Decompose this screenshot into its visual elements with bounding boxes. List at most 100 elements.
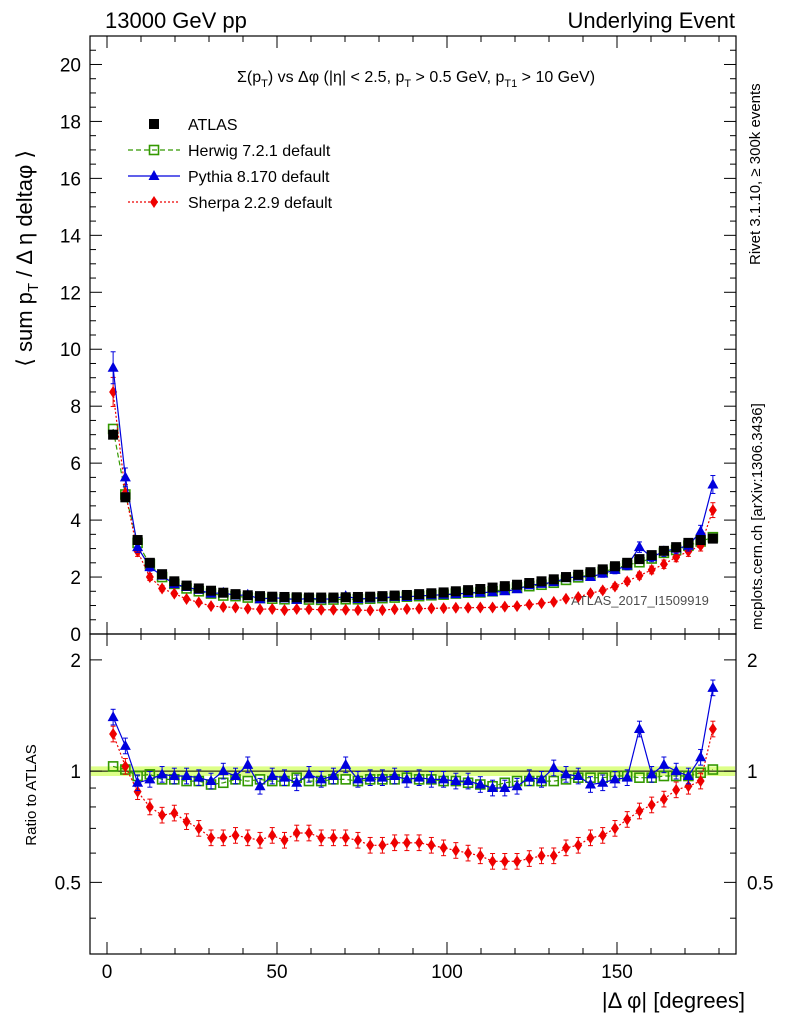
ratio-point-sherpa-2-2-9-default xyxy=(659,793,668,806)
main-point-atlas xyxy=(193,583,204,594)
ratio-y-axis-label: Ratio to ATLAS xyxy=(23,744,40,845)
main-point-atlas xyxy=(499,581,510,592)
ratio-point-sherpa-2-2-9-default xyxy=(464,847,473,860)
ratio-point-pythia-8-170-default xyxy=(132,776,144,787)
main-point-pythia-8-170-default xyxy=(695,525,707,536)
ratio-point-pythia-8-170-default xyxy=(254,780,266,791)
ratio-point-sherpa-2-2-9-default xyxy=(243,831,252,844)
legend-label: ATLAS xyxy=(188,117,238,134)
ratio-point-pythia-8-170-default xyxy=(487,782,499,793)
ratio-point-pythia-8-170-default xyxy=(462,775,474,786)
main-point-atlas xyxy=(634,554,645,565)
ratio-point-pythia-8-170-default xyxy=(572,770,584,781)
ratio-ytick-label-left: 2 xyxy=(70,651,81,672)
ratio-point-pythia-8-170-default xyxy=(633,723,645,734)
main-point-atlas xyxy=(267,591,278,602)
ratio-series-sherpa-2-2-9-default xyxy=(109,720,717,870)
ratio-point-sherpa-2-2-9-default xyxy=(500,855,509,868)
ratio-point-pythia-8-170-default xyxy=(474,778,486,789)
main-point-atlas xyxy=(524,578,535,589)
main-point-atlas xyxy=(597,564,608,575)
main-point-sherpa-2-2-9-default xyxy=(207,600,216,613)
ratio-point-pythia-8-170-default xyxy=(438,773,450,784)
main-point-sherpa-2-2-9-default xyxy=(219,600,228,613)
main-point-sherpa-2-2-9-default xyxy=(647,563,656,576)
main-point-sherpa-2-2-9-default xyxy=(353,604,362,617)
main-point-sherpa-2-2-9-default xyxy=(574,590,583,603)
main-point-atlas xyxy=(438,587,449,598)
ratio-point-sherpa-2-2-9-default xyxy=(708,723,717,736)
main-point-atlas xyxy=(144,557,155,568)
ratio-point-pythia-8-170-default xyxy=(621,771,633,782)
ratio-point-herwig-7-2-1-default xyxy=(634,772,645,783)
main-series-sherpa-2-2-9-default xyxy=(109,376,717,617)
ratio-point-sherpa-2-2-9-default xyxy=(317,831,326,844)
ratio-point-pythia-8-170-default xyxy=(511,780,523,791)
ratio-point-sherpa-2-2-9-default xyxy=(525,852,534,865)
main-point-sherpa-2-2-9-default xyxy=(256,603,264,616)
ratio-point-pythia-8-170-default xyxy=(242,758,254,769)
xtick-label: 50 xyxy=(266,962,287,983)
main-point-sherpa-2-2-9-default xyxy=(145,571,154,584)
legend-item-atlas: ATLAS xyxy=(149,117,238,134)
main-point-atlas xyxy=(132,535,143,546)
ratio-point-sherpa-2-2-9-default xyxy=(549,849,558,862)
main-panel: Σ(pT) vs Δφ (|η| < 2.5, pT > 0.5 GeV, pT… xyxy=(12,35,737,646)
ratio-point-sherpa-2-2-9-default xyxy=(647,798,656,811)
ratio-point-sherpa-2-2-9-default xyxy=(256,834,264,847)
main-point-atlas xyxy=(573,569,584,580)
main-point-atlas xyxy=(536,576,547,587)
main-point-sherpa-2-2-9-default xyxy=(341,603,350,616)
ratio-point-pythia-8-170-default xyxy=(609,773,621,784)
ratio-point-sherpa-2-2-9-default xyxy=(586,831,595,844)
ratio-point-herwig-7-2-1-default xyxy=(107,761,119,772)
ratio-point-sherpa-2-2-9-default xyxy=(341,831,350,844)
main-point-pythia-8-170-default xyxy=(633,541,645,552)
main-ytick-label: 4 xyxy=(70,511,81,532)
main-series-atlas xyxy=(108,429,718,603)
ratio-point-sherpa-2-2-9-default xyxy=(145,800,154,813)
main-point-sherpa-2-2-9-default xyxy=(402,602,411,615)
ratio-point-herwig-7-2-1-default xyxy=(242,775,254,787)
ratio-point-sherpa-2-2-9-default xyxy=(672,783,681,796)
main-point-sherpa-2-2-9-default xyxy=(635,569,644,582)
ratio-point-sherpa-2-2-9-default xyxy=(598,829,607,842)
legend-item-sherpa-2-2-9-default: Sherpa 2.2.9 default xyxy=(128,195,333,212)
watermark: ATLAS_2017_I1509919 xyxy=(571,593,709,608)
ratio-point-sherpa-2-2-9-default xyxy=(292,827,301,840)
main-point-sherpa-2-2-9-default xyxy=(439,602,448,615)
main-point-sherpa-2-2-9-default xyxy=(513,600,522,613)
main-point-atlas xyxy=(671,542,682,553)
legend-label: Herwig 7.2.1 default xyxy=(188,143,331,160)
main-point-sherpa-2-2-9-default xyxy=(598,584,607,597)
main-ytick-label: 2 xyxy=(70,568,81,589)
main-point-atlas xyxy=(512,579,523,590)
header-right: Underlying Event xyxy=(567,8,735,33)
main-point-atlas xyxy=(414,589,425,600)
main-point-sherpa-2-2-9-default xyxy=(623,575,632,588)
ratio-point-pythia-8-170-default xyxy=(389,770,401,781)
ratio-point-pythia-8-170-default xyxy=(658,758,670,769)
main-point-atlas xyxy=(585,567,596,578)
ratio-point-sherpa-2-2-9-default xyxy=(390,836,399,849)
main-ytick-label: 20 xyxy=(60,55,81,76)
main-y-axis-label: ⟨ sum pT / Δ η deltaφ ⟩ xyxy=(12,150,42,367)
main-point-atlas xyxy=(291,592,302,603)
main-ytick-label: 16 xyxy=(60,169,81,190)
ratio-point-pythia-8-170-default xyxy=(340,758,352,769)
ratio-ytick-label-right: 0.5 xyxy=(747,873,773,894)
ratio-ytick-label-right: 1 xyxy=(747,762,758,783)
main-point-sherpa-2-2-9-default xyxy=(158,582,167,595)
x-axis-label: |Δ φ| [degrees] xyxy=(602,988,745,1013)
legend-label: Sherpa 2.2.9 default xyxy=(188,195,333,212)
ratio-point-sherpa-2-2-9-default xyxy=(280,834,289,847)
ratio-point-sherpa-2-2-9-default xyxy=(684,780,693,793)
main-point-sherpa-2-2-9-default xyxy=(317,603,326,616)
main-point-sherpa-2-2-9-default xyxy=(525,598,534,611)
ratio-ytick-label-left: 0.5 xyxy=(55,873,81,894)
main-point-atlas xyxy=(328,592,339,603)
ratio-point-sherpa-2-2-9-default xyxy=(366,839,375,852)
main-point-sherpa-2-2-9-default xyxy=(488,601,497,614)
main-point-sherpa-2-2-9-default xyxy=(500,600,509,613)
